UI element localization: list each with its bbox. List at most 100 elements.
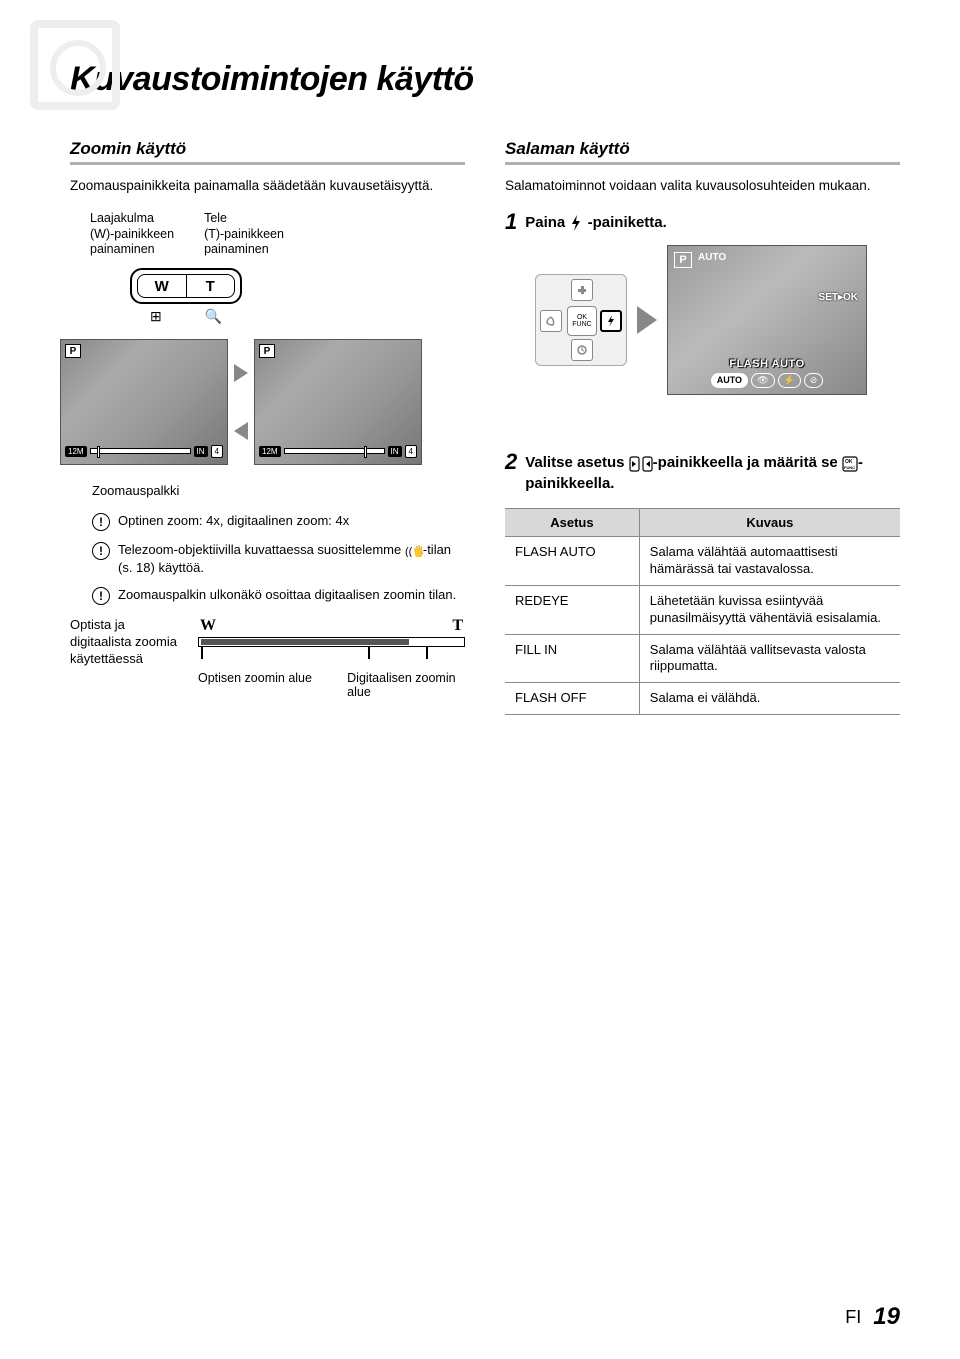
table-row: FLASH AUTO Salama välähtää automaattises… — [505, 536, 900, 585]
note-2a: Telezoom-objektiivilla kuvattaessa suosi… — [118, 542, 405, 557]
step-1: 1 Paina -painiketta. — [505, 211, 900, 233]
svg-text:FUNC: FUNC — [844, 465, 855, 470]
sub-digital: Digitaalisen zoomin alue — [347, 671, 465, 699]
flash-redeye-pill: 👁 — [751, 373, 774, 388]
note-2-text: Telezoom-objektiivilla kuvattaessa suosi… — [118, 541, 465, 576]
pad-ok-label: OK — [577, 314, 587, 321]
table-header-row: Asetus Kuvaus — [505, 508, 900, 536]
auto-top-label: AUTO — [698, 252, 726, 263]
control-pad: OK FUNC — [535, 274, 627, 366]
flash-fill-pill: ⚡ — [778, 373, 801, 388]
cell-key: REDEYE — [505, 585, 639, 634]
tele-label-1: Tele — [204, 211, 227, 225]
w-half: W — [138, 275, 187, 297]
note-3: ! Zoomauspalkin ulkonäkö osoittaa digita… — [92, 586, 465, 605]
cell-val: Salama ei välähdä. — [639, 683, 900, 715]
pad-right-flash-icon — [600, 310, 622, 332]
wide-label-3: painaminen — [90, 242, 155, 256]
decorative-corner-graphic — [30, 20, 120, 110]
footer-page-number: 19 — [873, 1303, 900, 1331]
zoom-intro: Zoomauspainikkeita painamalla säädetään … — [70, 177, 465, 195]
footer-lang: FI — [845, 1307, 861, 1328]
res-badge: 12M — [65, 446, 87, 457]
lcd-wide: P 12M IN 4 NORM — [60, 339, 228, 465]
flash-section: Salaman käyttö Salamatoiminnot voidaan v… — [505, 139, 900, 715]
flash-mode-icons: AUTO 👁 ⚡ ⊘ — [668, 373, 866, 388]
cell-val: Lähetetään kuvissa esiintyvää punasilmäi… — [639, 585, 900, 634]
step-2-num: 2 — [505, 451, 517, 473]
lcd-flash-screen: P AUTO SET▸OK FLASH AUTO AUTO 👁 ⚡ ⊘ — [667, 245, 867, 395]
count-badge: 4 — [211, 445, 223, 458]
flash-auto-pill: AUTO — [711, 373, 748, 388]
hdr-desc: Kuvaus — [639, 508, 900, 536]
note-icon: ! — [92, 587, 110, 605]
t-half: T — [187, 275, 235, 297]
svg-text:((🖐)): ((🖐)) — [405, 545, 423, 557]
zoom-bar-caption: Zoomauspalkki — [92, 483, 465, 498]
note-1-text: Optinen zoom: 4x, digitaalinen zoom: 4x — [118, 512, 349, 531]
wide-label-1: Laajakulma — [90, 211, 154, 225]
step1-a: Paina — [525, 214, 569, 231]
tick — [201, 647, 203, 659]
note-icon: ! — [92, 542, 110, 560]
note-2: ! Telezoom-objektiivilla kuvattaessa suo… — [92, 541, 465, 576]
zoom-section: Zoomin käyttö Zoomauspainikkeita painama… — [70, 139, 465, 715]
arrow-left-icon — [234, 422, 248, 440]
tick — [426, 647, 428, 659]
stabilizer-icon: ((🖐)) — [405, 545, 423, 557]
note-1: ! Optinen zoom: 4x, digitaalinen zoom: 4… — [92, 512, 465, 531]
table-row: REDEYE Lähetetään kuvissa esiintyvää pun… — [505, 585, 900, 634]
step-1-num: 1 — [505, 211, 517, 233]
tele-label-3: painaminen — [204, 242, 269, 256]
arrow-right-icon — [637, 306, 657, 334]
opt-t: T — [452, 617, 463, 635]
wt-under-icons: ⊞ 🔍 — [130, 308, 242, 325]
pad-center-ok: OK FUNC — [567, 306, 597, 336]
page-title: Kuvaustoimintojen käyttö — [70, 60, 900, 99]
grid-icon: ⊞ — [150, 308, 162, 325]
tick — [368, 647, 370, 659]
step2-a: Valitse asetus — [525, 454, 628, 471]
p-badge: P — [65, 344, 81, 358]
wide-label-2: (W)-painikkeen — [90, 227, 174, 241]
zoom-heading: Zoomin käyttö — [70, 139, 465, 165]
lcd-tele: P 12M IN 4 — [254, 339, 422, 465]
flash-heading: Salaman käyttö — [505, 139, 900, 165]
cell-key: FLASH AUTO — [505, 536, 639, 585]
step-2: 2 Valitse asetus -painikkeella ja määrit… — [505, 451, 900, 494]
wide-label: Laajakulma (W)-painikkeen painaminen — [90, 211, 174, 258]
zoom-range-diagram: Optista ja digitaalista zoomia käytettäe… — [70, 617, 465, 699]
step-1-text: Paina -painiketta. — [525, 211, 667, 233]
sub-optical: Optisen zoomin alue — [198, 671, 337, 699]
cell-val: Salama välähtää vallitsevasta valosta ri… — [639, 634, 900, 683]
in-badge: IN — [388, 446, 402, 457]
flash-intro: Salamatoiminnot voidaan valita kuvausolo… — [505, 177, 900, 195]
page-footer: FI 19 — [845, 1303, 900, 1331]
tele-label-2: (T)-painikkeen — [204, 227, 284, 241]
note-icon: ! — [92, 513, 110, 531]
p-badge: P — [674, 252, 692, 268]
lcd-comparison: P 12M IN 4 NORM P 12M IN 4 — [60, 339, 465, 465]
cell-key: FLASH OFF — [505, 683, 639, 715]
tele-label: Tele (T)-painikkeen painaminen — [204, 211, 284, 258]
step2-b: -painikkeella ja määritä se — [653, 454, 842, 471]
pad-up-icon — [571, 279, 593, 301]
hdr-setting: Asetus — [505, 508, 639, 536]
set-ok-label: SET▸OK — [819, 292, 858, 303]
pad-down-icon — [571, 339, 593, 361]
table-row: FILL IN Salama välähtää vallitsevasta va… — [505, 634, 900, 683]
step-2-text: Valitse asetus -painikkeella ja määritä … — [525, 451, 900, 494]
res-badge: 12M — [259, 446, 281, 457]
opt-digital-label: Optista ja digitaalista zoomia käytettäe… — [70, 617, 180, 699]
flash-off-pill: ⊘ — [804, 373, 824, 388]
step1-b: -painiketta. — [588, 214, 667, 231]
count-badge: 4 — [405, 445, 417, 458]
pad-func-label: FUNC — [572, 321, 591, 328]
flash-bolt-icon — [569, 214, 583, 232]
zoom-bar-wide — [90, 448, 191, 454]
cell-key: FILL IN — [505, 634, 639, 683]
zoom-bar-tele — [284, 448, 385, 454]
pad-left-icon — [540, 310, 562, 332]
opt-w: W — [200, 617, 216, 635]
p-badge: P — [259, 344, 275, 358]
